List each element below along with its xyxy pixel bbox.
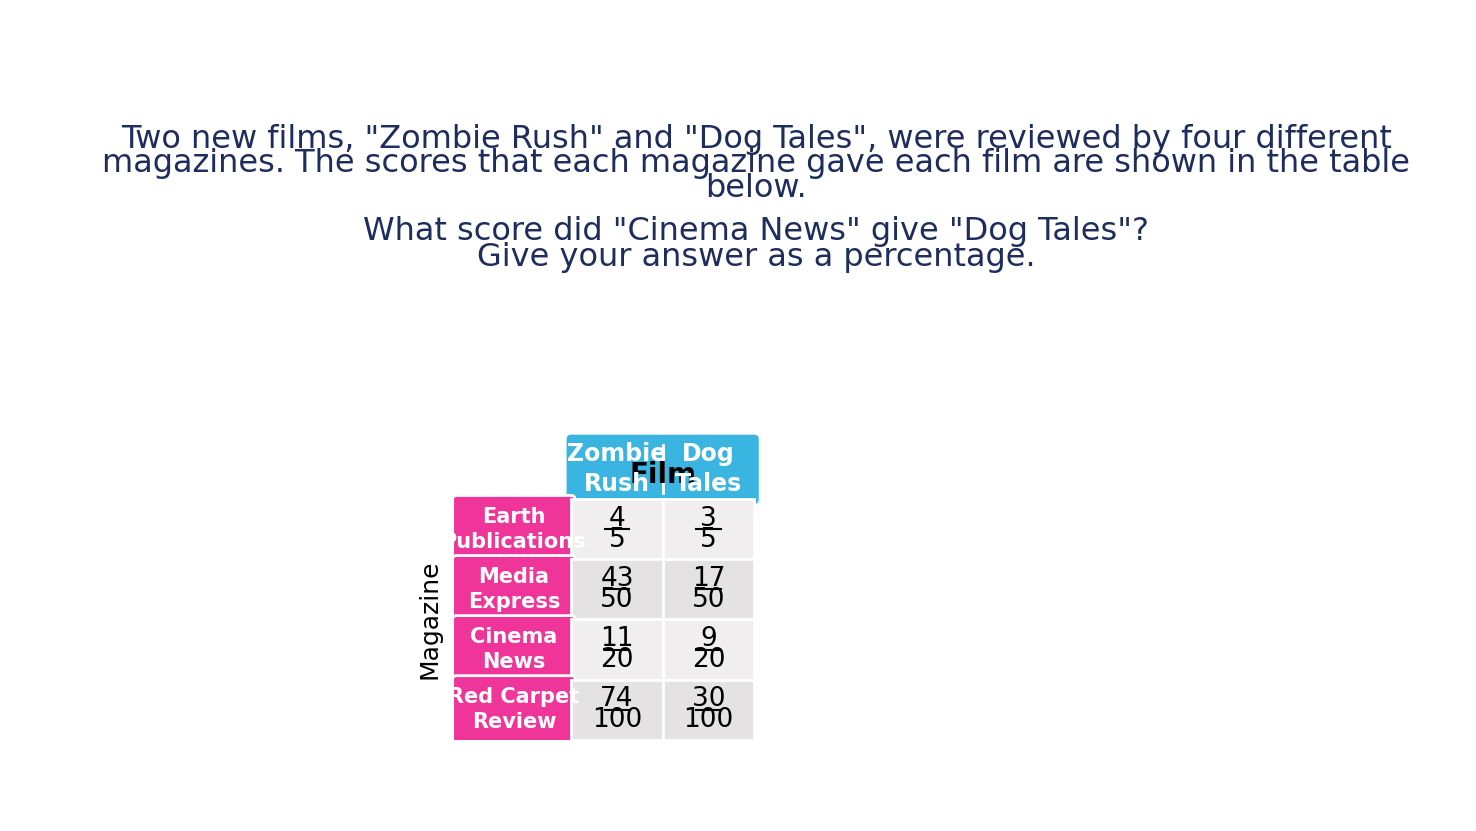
FancyBboxPatch shape [571,559,663,619]
FancyBboxPatch shape [453,616,576,683]
FancyBboxPatch shape [663,680,754,740]
FancyBboxPatch shape [663,559,754,619]
Text: 5: 5 [700,527,717,553]
Text: Cinema
News: Cinema News [471,627,558,672]
Text: 20: 20 [601,647,633,673]
FancyBboxPatch shape [453,556,576,623]
Text: magazines. The scores that each magazine gave each film are shown in the table: magazines. The scores that each magazine… [102,148,1411,179]
Text: What score did "Cinema News" give "Dog Tales"?: What score did "Cinema News" give "Dog T… [363,216,1150,247]
Text: 11: 11 [601,626,633,652]
Text: Earth
Publications: Earth Publications [441,507,586,552]
Text: 50: 50 [692,588,725,613]
Text: Dog
Tales: Dog Tales [675,442,742,496]
Text: Two new films, "Zombie Rush" and "Dog Tales", were reviewed by four different: Two new films, "Zombie Rush" and "Dog Ta… [121,124,1392,155]
Text: 100: 100 [683,707,734,733]
Text: 20: 20 [692,647,725,673]
Text: 100: 100 [592,707,642,733]
Text: 3: 3 [700,505,717,532]
Text: Magazine: Magazine [418,560,441,679]
Text: 4: 4 [608,505,626,532]
FancyBboxPatch shape [567,435,759,504]
Text: 43: 43 [601,566,633,592]
Text: 50: 50 [601,588,633,613]
FancyBboxPatch shape [571,619,663,680]
FancyBboxPatch shape [453,495,576,563]
Text: Red Carpet
Review: Red Carpet Review [449,687,580,732]
Text: Give your answer as a percentage.: Give your answer as a percentage. [477,242,1036,273]
Text: 74: 74 [601,686,633,712]
FancyBboxPatch shape [571,499,663,559]
Text: Media
Express: Media Express [468,567,559,612]
Text: 30: 30 [692,686,725,712]
FancyBboxPatch shape [663,619,754,680]
Text: 17: 17 [692,566,725,592]
Text: below.: below. [706,173,807,204]
Text: Zombie
Rush: Zombie Rush [567,442,667,496]
FancyBboxPatch shape [663,499,754,559]
Text: 5: 5 [608,527,626,553]
Text: Film: Film [629,461,697,489]
FancyBboxPatch shape [571,680,663,740]
Text: 9: 9 [700,626,717,652]
FancyBboxPatch shape [453,676,576,744]
